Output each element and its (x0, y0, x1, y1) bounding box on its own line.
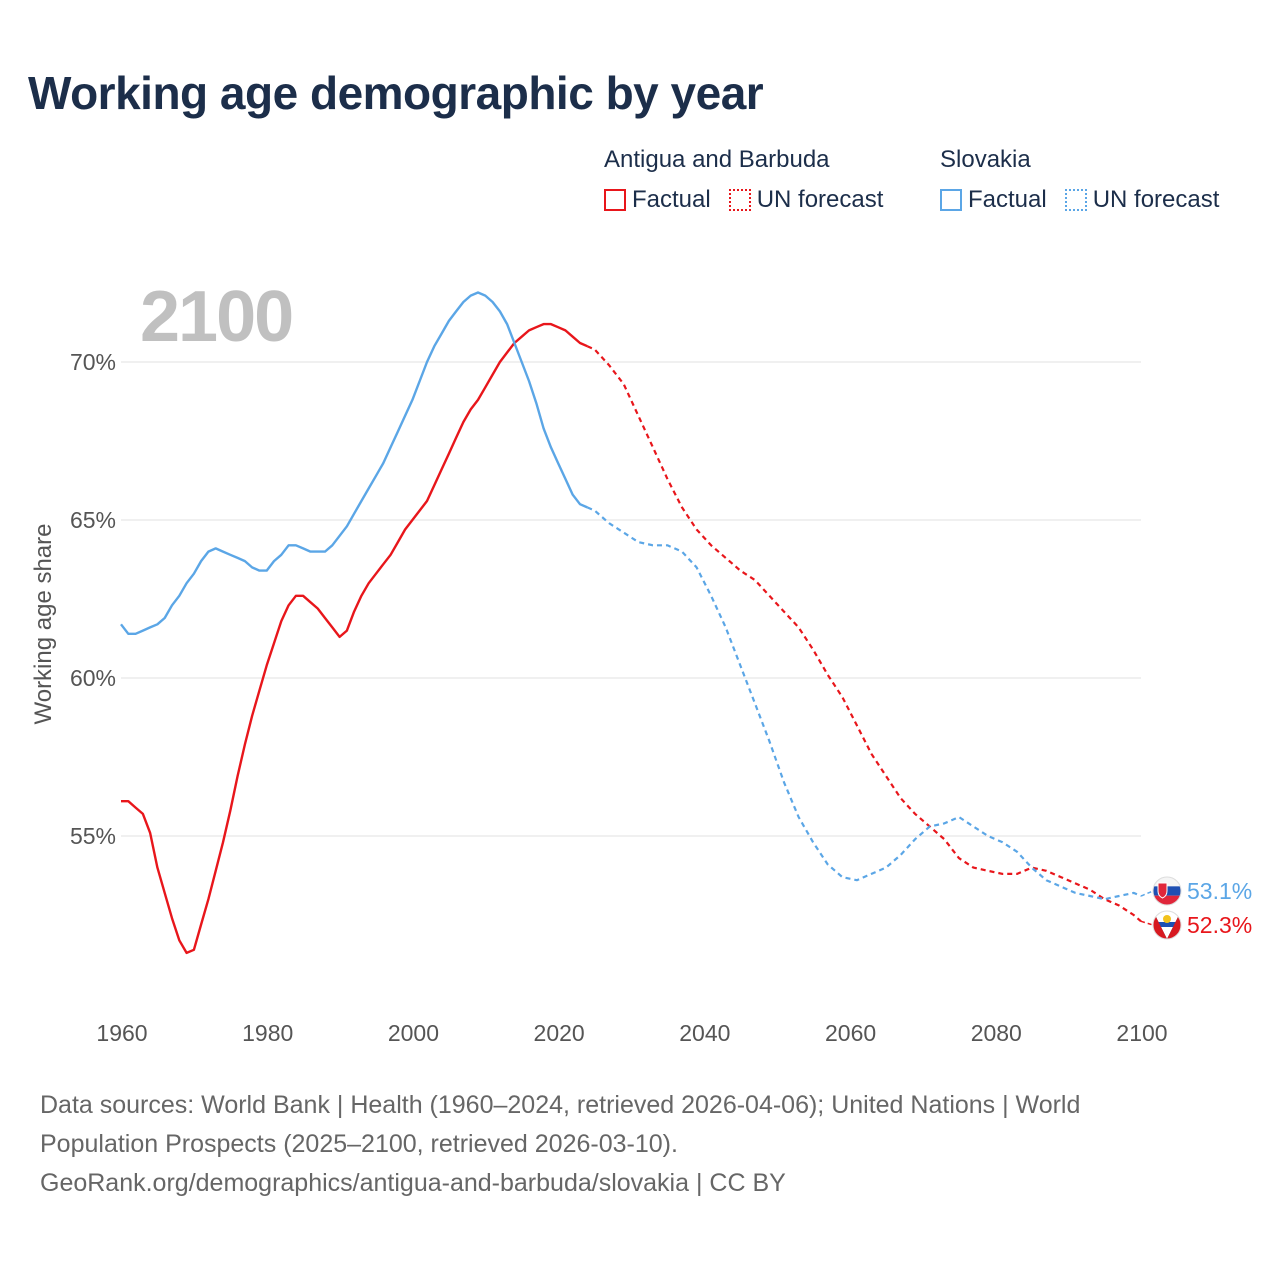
legend-swatch-antigua-factual (604, 189, 626, 211)
end-value-label-antigua-and-barbuda: 52.3% (1187, 912, 1252, 938)
x-axis: 1960 1980 2000 2020 2040 2060 2080 2100 (96, 1020, 1167, 1046)
end-value-label-slovakia: 53.1% (1187, 878, 1252, 904)
x-tick-label: 1960 (96, 1020, 147, 1046)
legend-label-antigua-factual: Factual (632, 186, 711, 213)
legend-label-antigua-forecast: UN forecast (756, 186, 884, 213)
series-slovakia-factual[interactable] (120, 291, 588, 635)
legend-swatch-antigua-forecast (728, 189, 751, 211)
legend-group-antigua: Antigua and Barbuda Factual UN forecast (604, 144, 901, 214)
series-lines (120, 291, 1142, 955)
x-tick-label: 2080 (971, 1020, 1022, 1046)
legend-item-antigua-forecast[interactable]: UN forecast (728, 186, 884, 214)
y-tick-label: 70% (70, 349, 116, 375)
series-antigua-and-barbuda-factual[interactable] (121, 322, 588, 955)
x-tick-label: 1980 (242, 1020, 293, 1046)
legend-swatch-slovakia-forecast (1064, 189, 1087, 211)
x-tick-label: 2000 (388, 1020, 439, 1046)
end-connector-slovakia (1140, 890, 1154, 897)
series-antigua-and-barbuda-forecast[interactable] (586, 345, 1142, 923)
legend-swatch-slovakia-factual (940, 189, 962, 211)
footer-url[interactable]: GeoRank.org/demographics/antigua-and-bar… (40, 1169, 786, 1197)
grid-lines (121, 361, 1141, 837)
y-axis-label: Working age share (30, 524, 57, 725)
legend-label-slovakia-forecast: UN forecast (1092, 186, 1220, 213)
footer-sources-line1: Data sources: World Bank | Health (1960–… (40, 1091, 1081, 1119)
y-tick-label: 60% (70, 665, 116, 691)
x-tick-label: 2060 (825, 1020, 876, 1046)
footer: Data sources: World Bank | Health (1960–… (40, 1086, 1240, 1203)
flag-antigua-and-barbuda-icon (1152, 910, 1182, 940)
y-tick-label: 65% (70, 507, 116, 533)
year-watermark: 2100 (140, 277, 294, 357)
legend-item-slovakia-forecast[interactable]: UN forecast (1064, 186, 1220, 214)
x-tick-label: 2100 (1116, 1020, 1167, 1046)
x-tick-label: 2020 (534, 1020, 585, 1046)
end-markers: 52.3% 53.1% (1140, 876, 1252, 940)
flag-slovakia-icon (1152, 876, 1182, 906)
y-tick-label: 55% (70, 823, 116, 849)
footer-sources-line2: Population Prospects (2025–2100, retriev… (40, 1130, 678, 1158)
legend-group-slovakia: Slovakia Factual UN forecast (940, 144, 1219, 214)
legend-label-slovakia-factual: Factual (968, 186, 1047, 213)
legend-country-antigua: Antigua and Barbuda (604, 146, 830, 173)
series-slovakia-forecast[interactable] (586, 506, 1142, 901)
y-axis: 55% 60% 65% 70% (70, 349, 116, 849)
chart-title: Working age demographic by year (28, 67, 764, 119)
legend-item-antigua-factual[interactable]: Factual (604, 186, 711, 214)
end-connector-antigua-and-barbuda (1140, 920, 1154, 926)
legend-item-slovakia-factual[interactable]: Factual (940, 186, 1047, 214)
line-chart: 55% 60% 65% 70% 1960 1980 2000 2020 2040 2060 208… (30, 291, 1252, 1046)
x-tick-label: 2040 (679, 1020, 730, 1046)
legend-country-slovakia: Slovakia (940, 146, 1031, 173)
